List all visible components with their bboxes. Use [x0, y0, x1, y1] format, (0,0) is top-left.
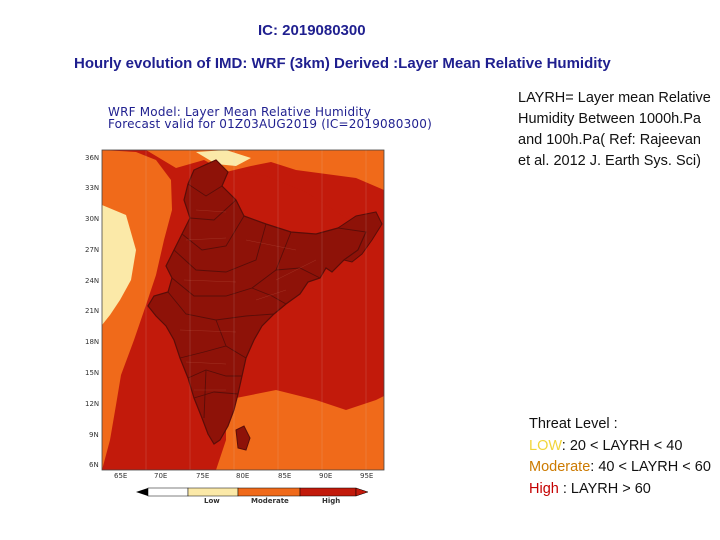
map-title-line2: Forecast valid for 01Z03AUG2019 (IC=2019…: [108, 117, 432, 131]
threat-high-range: : LAYRH > 60: [558, 480, 651, 497]
threat-high-label: High: [529, 480, 559, 497]
lat-tick-30n: 30N: [85, 215, 100, 223]
moderate-region-west: [102, 150, 384, 190]
legend-colorbar: [136, 487, 369, 497]
lon-tick-80e: 80E: [236, 472, 250, 480]
legend-low-label: Low: [204, 497, 220, 505]
legend-high-label: High: [322, 497, 341, 505]
graticule: [145, 150, 367, 470]
lon-tick-70e: 70E: [154, 472, 168, 480]
threat-moderate-label: Moderate: [529, 459, 591, 475]
lat-tick-6n: 6N: [89, 461, 99, 469]
lat-tick-9n: 9N: [89, 431, 99, 439]
lat-tick-21n: 21N: [85, 307, 100, 315]
threat-heading: Threat Level :: [529, 416, 618, 432]
moderate-region-bay: [216, 390, 384, 470]
humidity-map-panel: WRF Model: Layer Mean Relative Humidity …: [76, 100, 432, 512]
threat-moderate: Moderate: 40 < LAYRH < 60: [529, 457, 719, 479]
threat-moderate-range: : 40 < LAYRH < 60: [590, 459, 711, 475]
threat-low: LOW: 20 < LAYRH < 40: [529, 436, 719, 458]
legend-moderate-label: Moderate: [251, 497, 289, 505]
lon-tick-65e: 65E: [114, 472, 128, 480]
map-title-line1: WRF Model: Layer Mean Relative Humidity: [108, 105, 372, 119]
low-region-north: [196, 150, 251, 166]
lat-tick-12n: 12N: [85, 400, 100, 408]
threat-low-range: : 20 < LAYRH < 40: [561, 437, 683, 454]
map-plot-title: WRF Model: Layer Mean Relative Humidity …: [108, 106, 432, 130]
moderate-region-northwest: [102, 150, 384, 240]
lat-tick-27n: 27N: [85, 246, 100, 254]
lon-tick-95e: 95E: [360, 472, 374, 480]
threat-level-block: Threat Level : LOW: 20 < LAYRH < 40 Mode…: [529, 414, 719, 500]
page-title: Hourly evolution of IMD: WRF (3km) Deriv…: [74, 55, 611, 72]
sri-lanka: [235, 425, 251, 451]
lon-tick-85e: 85E: [278, 472, 292, 480]
humidity-map: [101, 149, 385, 497]
ic-title: IC: 2019080300: [258, 22, 366, 39]
state-borders: [167, 183, 321, 419]
lat-tick-18n: 18N: [85, 338, 100, 346]
lat-tick-33n: 33N: [85, 184, 100, 192]
northeast-region: [336, 211, 383, 263]
lon-tick-75e: 75E: [196, 472, 210, 480]
lon-tick-90e: 90E: [319, 472, 333, 480]
low-region-arabian: [102, 205, 136, 325]
lat-tick-15n: 15N: [85, 369, 100, 377]
layrh-definition-note: LAYRH= Layer mean Relative Humidity Betw…: [518, 90, 711, 169]
threat-high: High : LAYRH > 60: [529, 479, 719, 501]
threat-low-label: LOW: [529, 437, 562, 454]
district-texture: [179, 209, 317, 391]
lat-tick-36n: 36N: [85, 154, 100, 162]
lat-tick-24n: 24N: [85, 277, 100, 285]
